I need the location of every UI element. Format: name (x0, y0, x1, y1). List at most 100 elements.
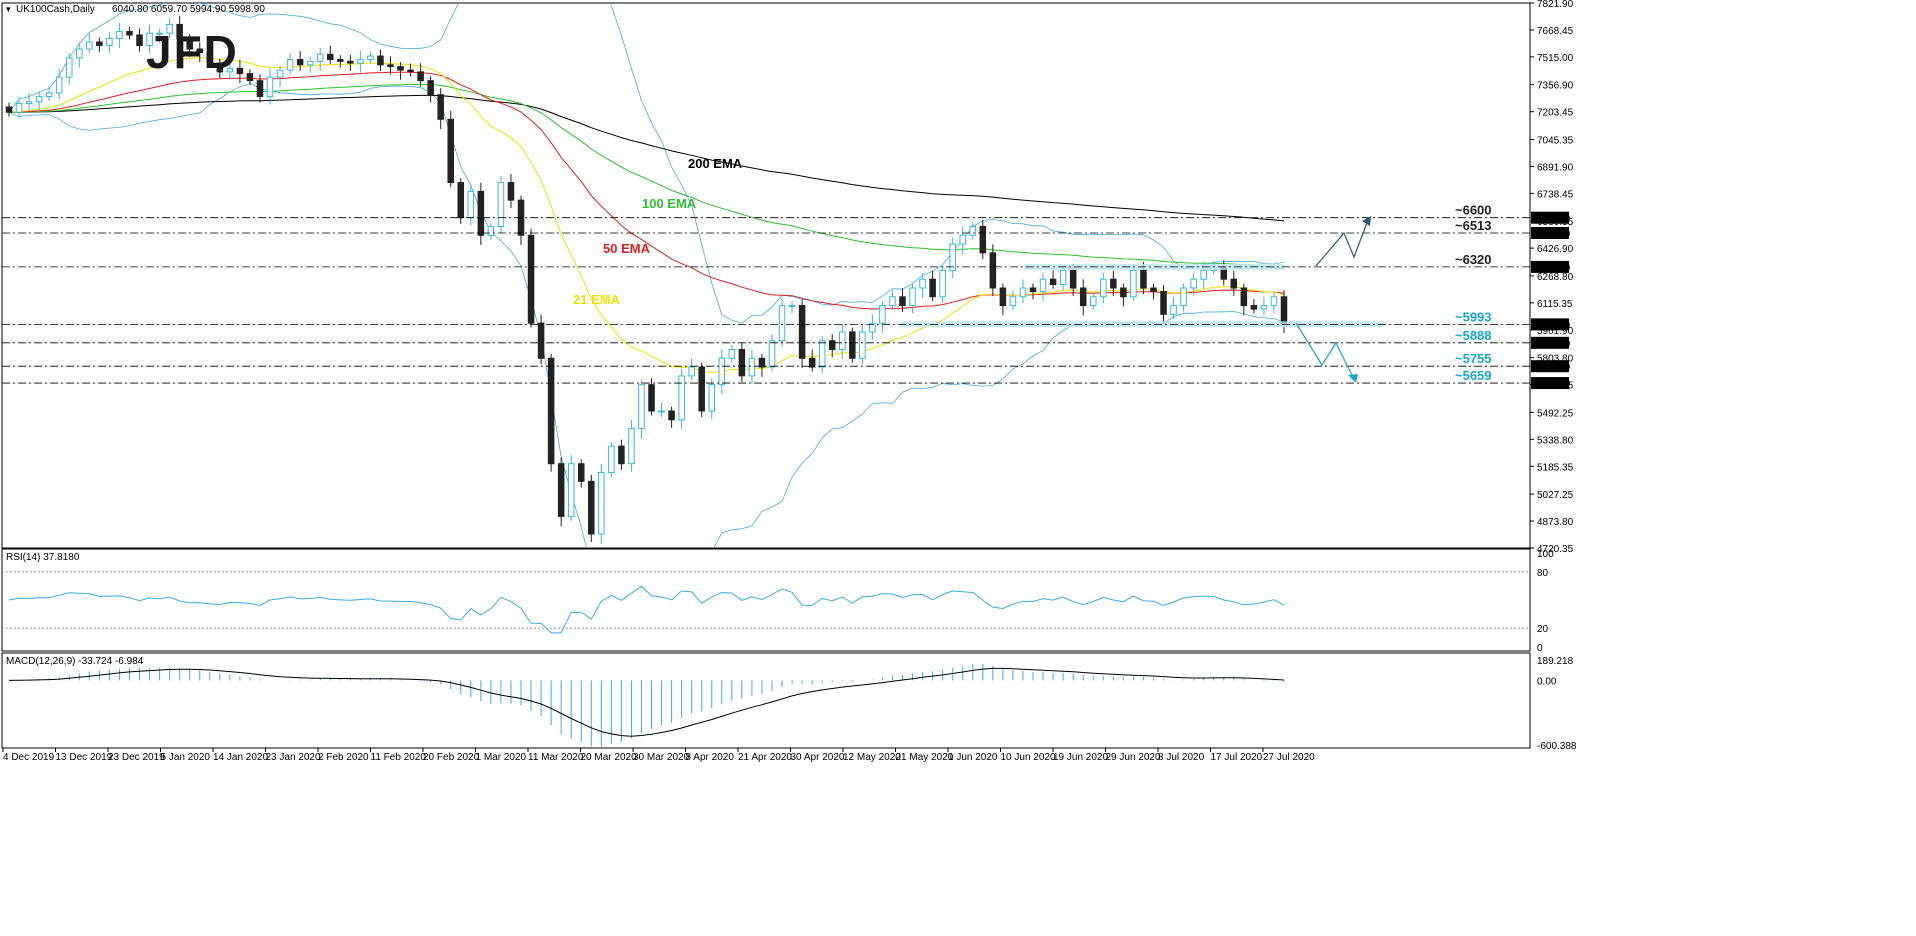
ema100-line (8, 83, 1285, 269)
candle-bear (507, 182, 515, 201)
date-tick-label: 20 Mar 2020 (581, 752, 638, 763)
candle-bull (1260, 305, 1268, 310)
level-label: ~5659 (1455, 368, 1492, 383)
candle-bear (979, 225, 987, 254)
level-badge (1531, 360, 1569, 373)
ohlc-values: 6040.80 6059.70 5994.90 5998.90 (112, 4, 265, 15)
date-tick-label: 8 Apr 2020 (686, 752, 735, 763)
candle-bear (899, 296, 906, 307)
date-tick-label: 21 May 2020 (896, 752, 954, 763)
bullish-arrow-head (1362, 216, 1371, 226)
candle-bear (1280, 296, 1288, 324)
candle-bull (1200, 269, 1207, 280)
candle-bull (658, 410, 665, 413)
candle-bear (758, 357, 766, 368)
candle-bear (96, 41, 103, 47)
macd-axis-label: -600.388 (1537, 741, 1577, 752)
price-tick-label: 5338.80 (1537, 435, 1574, 446)
candle-bear (1140, 269, 1147, 289)
candle-bull (357, 59, 364, 64)
candle-bull (608, 445, 615, 474)
candle-bull (106, 37, 113, 47)
candle-bull (839, 331, 846, 350)
candle-bull (728, 348, 736, 359)
candle-bull (708, 384, 716, 412)
candle-bear (618, 445, 625, 465)
date-tick-label: 30 Mar 2020 (633, 752, 690, 763)
price-tick-label: 7045.35 (1537, 135, 1574, 146)
candle-bear (256, 80, 264, 97)
candle-bear (1120, 287, 1127, 298)
rsi-line (8, 585, 1285, 634)
candle-bull (1180, 287, 1187, 307)
candle-bull (497, 182, 505, 227)
candle-bear (397, 66, 404, 71)
candle-bull (266, 76, 274, 97)
candle-bear (547, 357, 555, 465)
candle-bull (718, 357, 726, 386)
bearish-arrow-head (1348, 374, 1358, 383)
price-tick-label: 6268.80 (1537, 272, 1574, 283)
candle-bull (628, 428, 635, 465)
rsi-axis-label: 100 (1537, 549, 1554, 560)
macd-signal-line (8, 667, 1285, 737)
candle-bull (818, 340, 826, 368)
candle-bull (86, 41, 93, 50)
candle-bear (1110, 278, 1117, 289)
price-tick-label: 7356.90 (1537, 81, 1574, 92)
price-tick-label: 4720.35 (1537, 544, 1574, 555)
price-tick-label: 5185.35 (1537, 462, 1574, 473)
level-badge-text: 6320.00 (1534, 263, 1571, 274)
candle-bull (1130, 269, 1137, 298)
level-badge (1531, 318, 1569, 331)
date-tick-label: 10 Jun 2020 (1001, 752, 1056, 763)
date-tick-label: 8 Jul 2020 (1158, 752, 1205, 763)
candle-bear (126, 30, 133, 36)
date-tick-label: 13 Dec 2019 (56, 752, 113, 763)
price-tick-label: 6891.90 (1537, 162, 1574, 173)
candle-bull (226, 67, 234, 73)
candle-bear (999, 287, 1007, 307)
candle-bull (316, 53, 324, 62)
candle-bear (337, 59, 344, 62)
date-tick-label: 12 May 2020 (843, 752, 901, 763)
candle-bull (879, 305, 886, 324)
date-tick-label: 1 Mar 2020 (476, 752, 527, 763)
candle-bear (5, 106, 13, 113)
price-tick-label: 7821.90 (1537, 0, 1574, 10)
candle-bear (1079, 287, 1087, 307)
date-tick-label: 4 Dec 2019 (3, 752, 55, 763)
price-pane-frame (1, 2, 1531, 549)
candle-bear (1160, 291, 1167, 315)
candle-bear (246, 73, 254, 82)
date-tick-label: 21 Apr 2020 (738, 752, 792, 763)
candle-bear (296, 59, 304, 66)
candle-bear (427, 80, 434, 96)
ema200-line (8, 94, 1285, 222)
symbol-label: UK100Cash,Daily (16, 4, 95, 15)
candle-bear (447, 118, 454, 184)
candle-bear (989, 252, 997, 289)
candle-bear (377, 55, 384, 66)
level-badge (1531, 211, 1569, 224)
candle-bull (1190, 278, 1197, 289)
candle-bull (768, 340, 776, 368)
level-badge-text: 6513.00 (1534, 229, 1571, 240)
level-badge-text: 5888.00 (1534, 339, 1571, 350)
level-badge-text: 5993.00 (1534, 320, 1571, 331)
jfd-logo: JFD (146, 26, 239, 78)
candle-bull (778, 305, 786, 342)
candle-bear (929, 278, 936, 298)
candle-bull (306, 60, 314, 66)
candle-bull (1089, 296, 1097, 307)
candle-bear (1069, 269, 1077, 289)
candle-bear (698, 366, 705, 412)
level-badge (1531, 226, 1569, 239)
bollinger-upper-line (8, 3, 1285, 324)
candle-bull (467, 190, 475, 219)
date-tick-label: 20 Feb 2020 (423, 752, 480, 763)
candle-bull (788, 305, 796, 308)
candle-bull (859, 331, 866, 359)
candle-bear (1029, 287, 1037, 293)
candle-bull (748, 357, 756, 377)
